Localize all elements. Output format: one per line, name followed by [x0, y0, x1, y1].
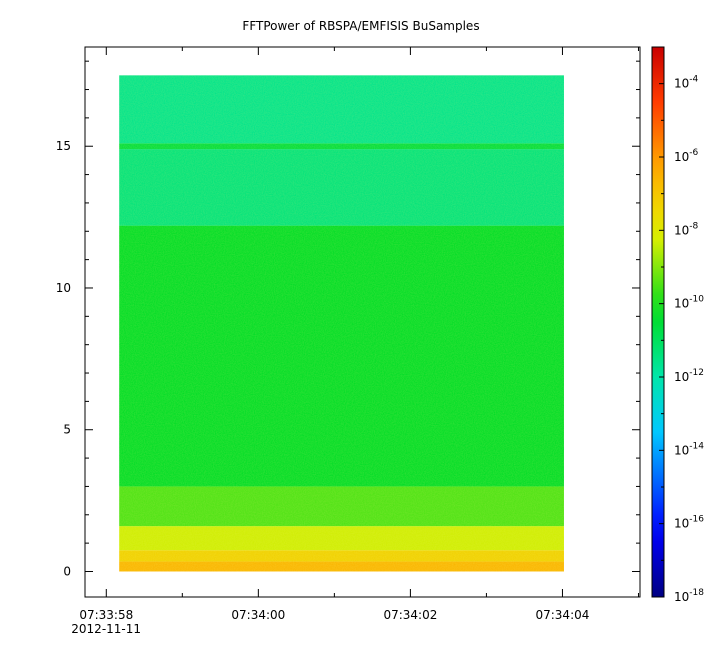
spectrogram-texture — [119, 75, 564, 572]
x-tick-label: 07:34:02 — [383, 608, 437, 622]
y-tick-label: 5 — [63, 423, 71, 437]
x-date-label: 2012-11-11 — [71, 622, 141, 636]
colorbar-tick-label: 10-8 — [674, 221, 699, 237]
y-tick-label: 10 — [56, 281, 71, 295]
plot-area — [84, 46, 641, 598]
x-tick-label: 07:34:04 — [535, 608, 589, 622]
x-tick-label: 07:33:58 — [79, 608, 133, 622]
x-tick-label: 07:34:00 — [231, 608, 285, 622]
chart-title: FFTPower of RBSPA/EMFISIS BuSamples — [242, 19, 479, 33]
colorbar-tick-label: 10-14 — [674, 441, 704, 457]
plot-frame — [84, 46, 641, 598]
colorbar-tick-label: 10-10 — [674, 295, 704, 311]
y-tick-label: 15 — [56, 139, 71, 153]
colorbar: 10-4 10-6 10-8 10-10 10-12 10-14 10-16 10-18 — [651, 46, 704, 604]
y-axis: 0 5 10 15 — [56, 60, 640, 578]
colorbar-tick-label: 10-12 — [674, 368, 704, 384]
x-axis: 07:33:58 07:34:00 07:34:02 07:34:04 2012-11-… — [71, 47, 639, 636]
colorbar-gradient — [651, 46, 665, 598]
colorbar-tick-label: 10-16 — [674, 515, 704, 531]
y-tick-label: 0 — [63, 564, 71, 578]
colorbar-tick-label: 10-18 — [674, 588, 704, 604]
colorbar-tick-label: 10-4 — [674, 75, 699, 91]
colorbar-tick-label: 10-6 — [674, 148, 699, 164]
